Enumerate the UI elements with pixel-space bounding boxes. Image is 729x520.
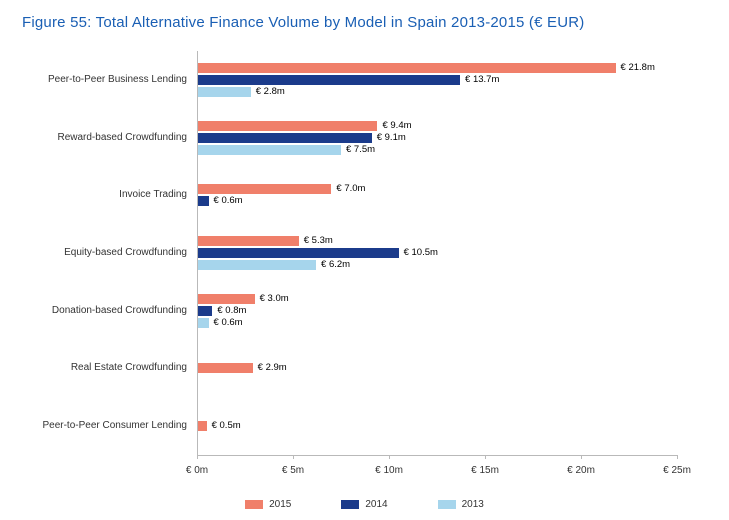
bar: [197, 306, 212, 316]
x-tick: [485, 455, 486, 459]
bar-value-label: € 3.0m: [260, 294, 289, 304]
legend-label: 2015: [269, 499, 291, 510]
category-group: Donation-based Crowdfunding€ 3.0m€ 0.8m€…: [197, 286, 677, 336]
x-tick: [389, 455, 390, 459]
category-label: Donation-based Crowdfunding: [27, 305, 187, 317]
legend: 2015 2014 2013: [22, 499, 707, 510]
bar: [197, 121, 377, 131]
bar: [197, 87, 251, 97]
x-tick-label: € 15m: [471, 465, 499, 476]
bar: [197, 248, 399, 258]
bar: [197, 294, 255, 304]
category-label: Peer-to-Peer Consumer Lending: [27, 420, 187, 432]
category-group: Invoice Trading€ 7.0m€ 0.6m: [197, 170, 677, 220]
bar-value-label: € 0.5m: [212, 421, 241, 431]
x-tick: [677, 455, 678, 459]
bar-value-label: € 7.0m: [336, 184, 365, 194]
bar: [197, 63, 616, 73]
bar: [197, 260, 316, 270]
category-group: Peer-to-Peer Business Lending€ 21.8m€ 13…: [197, 55, 677, 105]
bar: [197, 145, 341, 155]
bar: [197, 363, 253, 373]
bar: [197, 318, 209, 328]
chart-title: Figure 55: Total Alternative Finance Vol…: [0, 0, 729, 31]
category-label: Real Estate Crowdfunding: [27, 362, 187, 374]
bar-value-label: € 5.3m: [304, 236, 333, 246]
bar-value-label: € 2.9m: [258, 363, 287, 373]
legend-label: 2014: [365, 499, 387, 510]
bar: [197, 236, 299, 246]
category-group: Equity-based Crowdfunding€ 5.3m€ 10.5m€ …: [197, 228, 677, 278]
x-tick-label: € 0m: [186, 465, 208, 476]
legend-item: 2015: [245, 499, 291, 510]
x-tick-label: € 25m: [663, 465, 691, 476]
bar-value-label: € 9.1m: [377, 133, 406, 143]
x-tick-label: € 10m: [375, 465, 403, 476]
x-tick: [293, 455, 294, 459]
bar-value-label: € 7.5m: [346, 145, 375, 155]
plot-area: Peer-to-Peer Business Lending€ 21.8m€ 13…: [197, 51, 677, 455]
bar: [197, 421, 207, 431]
legend-swatch: [438, 500, 456, 509]
y-axis: [197, 51, 198, 455]
category-label: Reward-based Crowdfunding: [27, 132, 187, 144]
category-label: Equity-based Crowdfunding: [27, 247, 187, 259]
bar: [197, 196, 209, 206]
x-axis: [197, 455, 677, 456]
legend-swatch: [245, 500, 263, 509]
bar-value-label: € 0.8m: [217, 306, 246, 316]
bar-value-label: € 21.8m: [621, 63, 655, 73]
bar-value-label: € 9.4m: [382, 121, 411, 131]
bar-value-label: € 0.6m: [214, 318, 243, 328]
bar-value-label: € 2.8m: [256, 87, 285, 97]
chart-area: Peer-to-Peer Business Lending € 21.8m € 13…: [22, 51, 707, 455]
category-group: Real Estate Crowdfunding€ 2.9m: [197, 343, 677, 393]
legend-swatch: [341, 500, 359, 509]
x-tick-label: € 20m: [567, 465, 595, 476]
bar: [197, 184, 331, 194]
x-tick: [197, 455, 198, 459]
bar: [197, 133, 372, 143]
legend-item: 2013: [438, 499, 484, 510]
legend-label: 2013: [462, 499, 484, 510]
category-group: Reward-based Crowdfunding€ 9.4m€ 9.1m€ 7…: [197, 113, 677, 163]
category-label: Invoice Trading: [27, 189, 187, 201]
x-tick: [581, 455, 582, 459]
bar-value-label: € 13.7m: [465, 75, 499, 85]
bar: [197, 75, 460, 85]
x-tick-label: € 5m: [282, 465, 304, 476]
bar-value-label: € 0.6m: [214, 196, 243, 206]
category-label: Peer-to-Peer Business Lending: [27, 74, 187, 86]
bar-value-label: € 10.5m: [404, 248, 438, 258]
legend-item: 2014: [341, 499, 387, 510]
bar-value-label: € 6.2m: [321, 260, 350, 270]
category-group: Peer-to-Peer Consumer Lending€ 0.5m: [197, 401, 677, 451]
